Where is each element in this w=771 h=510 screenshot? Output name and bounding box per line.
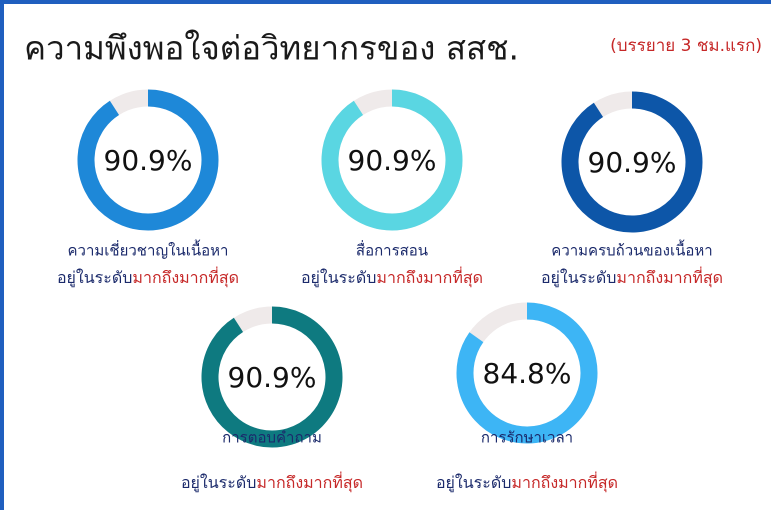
level-prefix: อยู่ในระดับ: [57, 268, 132, 288]
gauge-name: การตอบคำถาม: [222, 429, 322, 447]
level-prefix: อยู่ในระดับ: [181, 473, 256, 493]
left-border: [0, 0, 4, 510]
level-text: มากถึงมากที่สุด: [511, 471, 618, 493]
gauge-value: 90.9%: [104, 144, 193, 177]
level-text: มากถึงมากที่สุด: [132, 266, 239, 288]
subtitle: (บรรยาย 3 ชม.แรก): [610, 36, 762, 56]
gauge-value: 90.9%: [228, 361, 317, 394]
level-prefix: อยู่ในระดับ: [436, 473, 511, 493]
gauge-arc: [77, 89, 219, 231]
gauge-arc: [456, 302, 598, 444]
title: ความพึงพอใจต่อวิทยากรของ สสช.: [24, 29, 519, 68]
gauge-level: อยู่ในระดับมากถึงมากที่สุด: [541, 266, 723, 288]
gauge-value: 90.9%: [348, 144, 437, 177]
top-border: [0, 0, 771, 4]
gauge-name: ความเชี่ยวชาญในเนื้อหา: [68, 240, 229, 260]
gauge-arc: [321, 89, 463, 231]
gauge-arc: [201, 306, 343, 448]
level-prefix: อยู่ในระดับ: [541, 268, 616, 288]
gauge-level: อยู่ในระดับมากถึงมากที่สุด: [436, 471, 618, 493]
gauge-name: สื่อการสอน: [356, 240, 428, 260]
gauge-level: อยู่ในระดับมากถึงมากที่สุด: [57, 266, 239, 288]
gauge-value: 90.9%: [588, 146, 677, 179]
gauge-value: 84.8%: [483, 357, 572, 390]
gauge-level: อยู่ในระดับมากถึงมากที่สุด: [181, 471, 363, 493]
gauge-name: ความครบถ้วนของเนื้อหา: [551, 240, 712, 260]
level-text: มากถึงมากที่สุด: [256, 471, 363, 493]
gauge-level: อยู่ในระดับมากถึงมากที่สุด: [301, 266, 483, 288]
gauge-arc: [561, 91, 703, 233]
gauge-name: การรักษาเวลา: [481, 429, 573, 447]
level-prefix: อยู่ในระดับ: [301, 268, 376, 288]
level-text: มากถึงมากที่สุด: [376, 266, 483, 288]
level-text: มากถึงมากที่สุด: [616, 266, 723, 288]
